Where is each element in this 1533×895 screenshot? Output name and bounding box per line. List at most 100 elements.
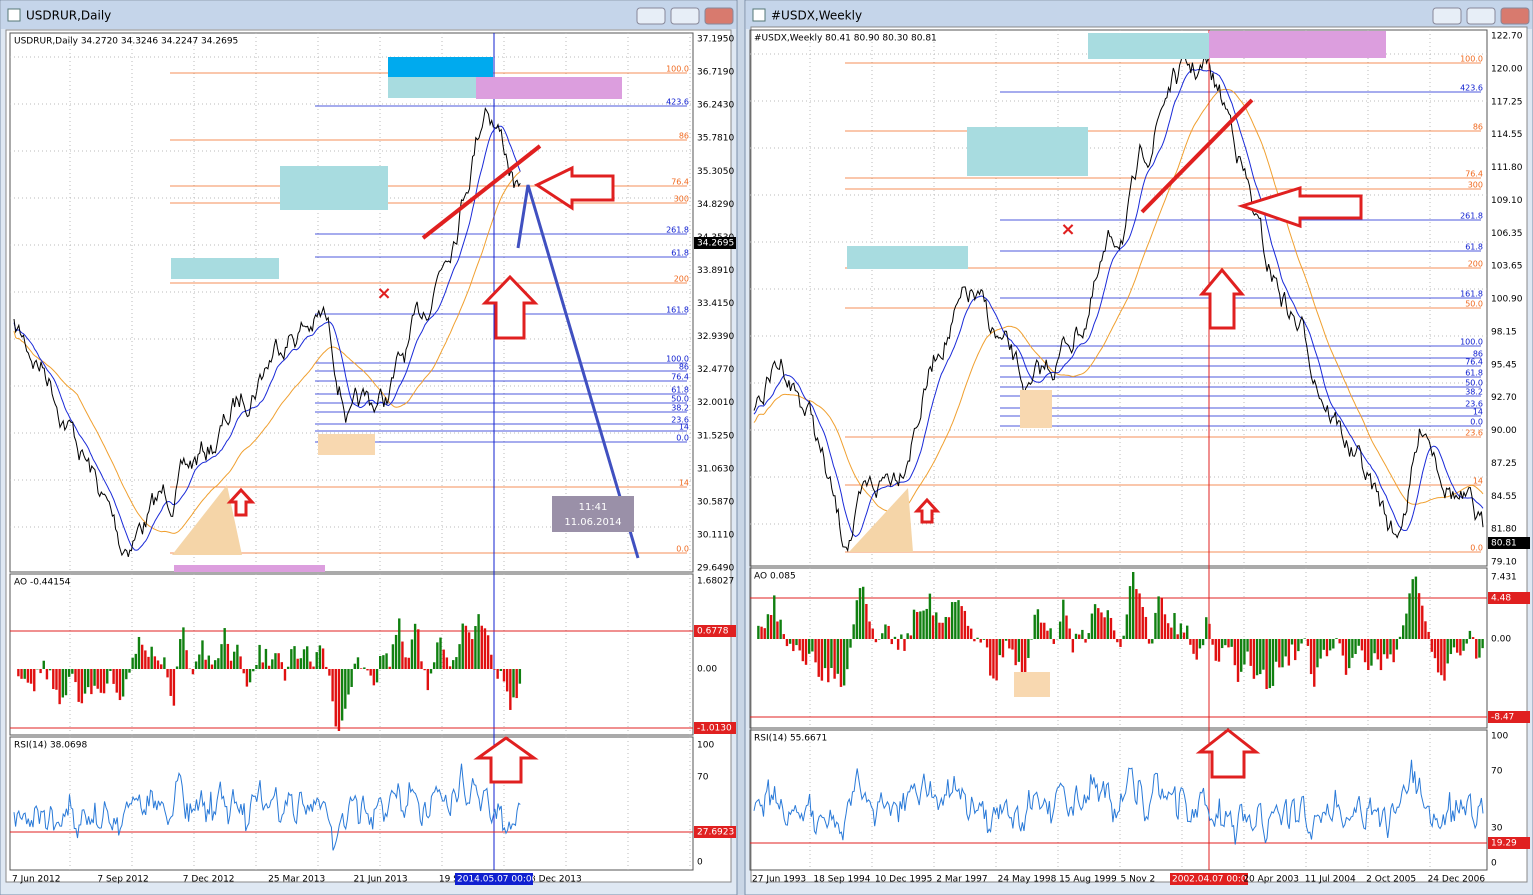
ao-bar: [90, 669, 93, 695]
cross-mark: ×: [1060, 219, 1075, 240]
price-label: 100.90: [1491, 295, 1523, 305]
ao-bar: [1106, 610, 1109, 639]
time-label: 18 Dec 2013: [524, 875, 582, 885]
level-badge: [694, 826, 736, 838]
ao-bar: [226, 643, 230, 669]
ao-bar: [112, 669, 115, 684]
zone-box: [388, 57, 493, 77]
ao-bar: [1395, 639, 1399, 650]
ao-label: 7.431: [1491, 573, 1517, 583]
ao-bar: [909, 635, 913, 639]
minimize-button[interactable]: [636, 7, 666, 25]
time-label: 24 Dec 2006: [1428, 875, 1486, 885]
ao-bar: [1417, 593, 1421, 639]
ao-bar: [966, 625, 970, 639]
ao-bar: [426, 669, 430, 691]
ao-bar: [801, 639, 805, 662]
ao-bar: [1062, 599, 1065, 639]
ao-bar: [1322, 639, 1325, 650]
price-label: 32.0010: [697, 398, 734, 408]
ao-bar: [862, 586, 865, 639]
fib-label: 61.8: [671, 386, 689, 395]
zone-box: [1088, 33, 1209, 59]
ao-bar: [493, 669, 496, 670]
ao-bar: [1363, 639, 1367, 663]
fib-label: 14: [679, 479, 689, 488]
ao-bar: [394, 634, 398, 669]
ao-bar: [375, 669, 379, 683]
cross-mark: ×: [376, 283, 391, 304]
ao-bar: [1160, 597, 1163, 639]
price-line: [13, 106, 521, 558]
ao-bar: [1354, 639, 1357, 655]
ao-bar: [480, 625, 483, 669]
ao-bar: [248, 669, 252, 683]
ao-bar: [928, 593, 932, 639]
fib-label: 50.0: [1465, 379, 1483, 388]
ao-bar: [1274, 639, 1278, 662]
price-label: 95.45: [1491, 360, 1517, 370]
ao-bar: [52, 669, 55, 690]
ao-bar: [233, 651, 236, 669]
ao-bar: [1182, 632, 1186, 639]
fib-label: 61.8: [1465, 369, 1483, 378]
fib-label: 86: [1473, 350, 1483, 359]
ao-bar: [239, 656, 242, 669]
minimize-button[interactable]: [1432, 7, 1462, 25]
ao-bar: [42, 660, 45, 669]
ao-bar: [766, 614, 770, 639]
ao-bar: [271, 659, 274, 669]
ao-bar: [1300, 639, 1303, 644]
ao-bar: [817, 639, 820, 677]
time-label: 27 Jun 1993: [752, 875, 806, 885]
ao-bar: [1220, 639, 1224, 649]
ao-bar: [1068, 628, 1071, 639]
ao-bar: [881, 633, 884, 639]
zone-box: [967, 127, 1088, 176]
ao-bar: [1017, 639, 1021, 662]
ao-bar: [785, 639, 789, 647]
time-label: 5 Nov 2: [1121, 875, 1156, 885]
ao-bar: [1170, 627, 1173, 639]
ao-bar: [128, 669, 131, 673]
ao-bar: [64, 669, 68, 696]
chart-area: [5, 29, 732, 883]
rsi-label: 27.6923: [697, 828, 734, 838]
ao-bar: [296, 658, 299, 669]
ao-bar: [1335, 638, 1338, 639]
close-button[interactable]: [1500, 7, 1530, 25]
ao-bar: [293, 646, 296, 669]
ao-bar: [264, 648, 268, 669]
tooltip-box: [552, 496, 634, 532]
ao-bar: [26, 669, 30, 683]
ao-bar: [106, 669, 109, 684]
ao-bar: [404, 657, 407, 669]
ao-bar: [1020, 639, 1024, 673]
ao-bar: [328, 669, 331, 676]
ao-bar: [1408, 593, 1411, 639]
ao-bar: [398, 618, 401, 669]
ao-bar: [1402, 625, 1405, 639]
ao-bar: [1281, 639, 1284, 668]
ao-bar: [1036, 609, 1040, 639]
ao-bar: [1433, 639, 1437, 659]
arrow-up: [1195, 728, 1261, 779]
ao-bar: [858, 588, 862, 639]
ao-bar: [1430, 639, 1433, 652]
ao-bar: [1382, 639, 1386, 655]
ao-bar: [1205, 617, 1208, 639]
ao-bar: [283, 669, 287, 681]
ao-bar: [1360, 639, 1364, 651]
time-label: 2 Oct 2005: [1366, 875, 1416, 885]
close-button[interactable]: [704, 7, 734, 25]
ao-bar: [267, 665, 271, 669]
price-label: 33.8910: [697, 266, 734, 276]
rsi-label: 30: [1491, 824, 1503, 834]
maximize-button[interactable]: [1466, 7, 1496, 25]
ao-bar: [439, 637, 442, 669]
time-label: 21 Jun 2013: [354, 875, 408, 885]
price-line: [753, 50, 1484, 553]
maximize-button[interactable]: [670, 7, 700, 25]
fib-label: 86: [679, 363, 689, 372]
